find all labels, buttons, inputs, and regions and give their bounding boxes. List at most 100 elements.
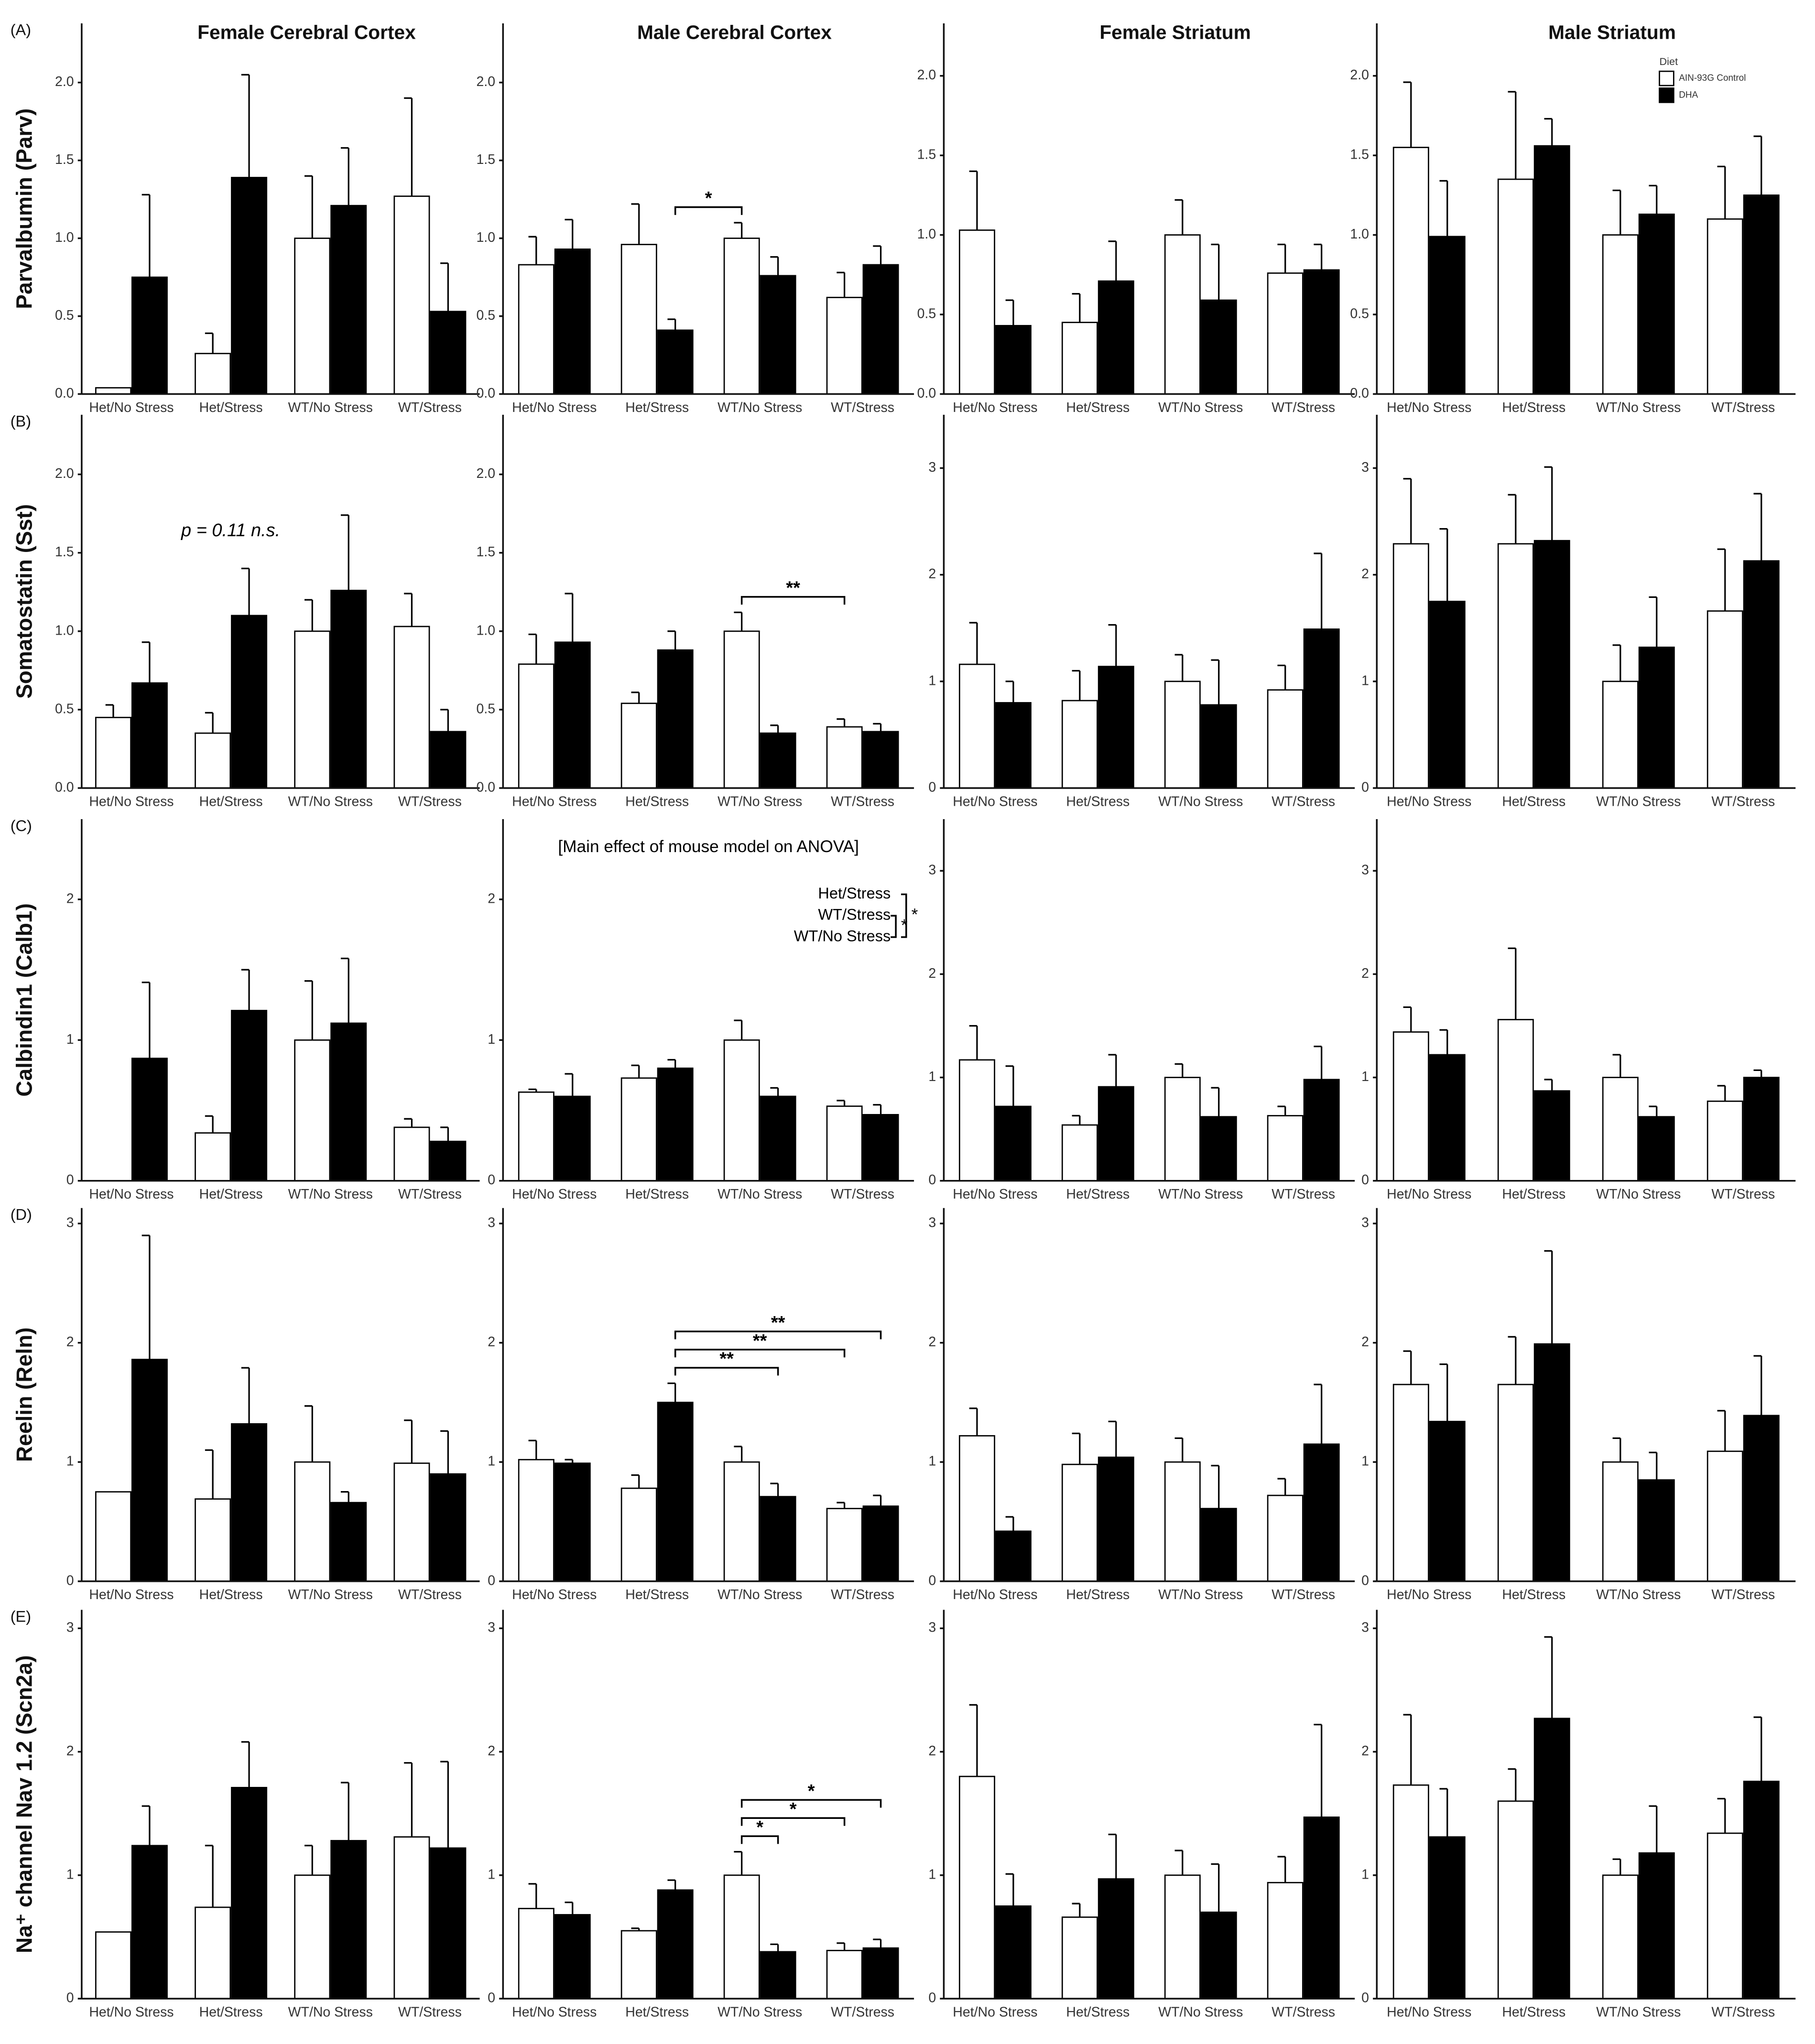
- x-tick-label: WT/No Stress: [717, 2004, 802, 2020]
- y-axis-title: Reelin (Reln): [11, 1327, 36, 1462]
- error-bar: [340, 1782, 349, 1841]
- bar: [393, 626, 430, 789]
- bar: [1602, 681, 1639, 789]
- y-tick-label: 3: [66, 1215, 74, 1231]
- x-tick-label: Het/No Stress: [953, 1187, 1037, 1202]
- x-tick-label: WT/No Stress: [1596, 794, 1681, 809]
- error-bar: [1108, 240, 1117, 281]
- y-tick-label: 2.0: [476, 466, 495, 481]
- bar: [958, 229, 995, 395]
- comparison-label: *: [912, 905, 918, 924]
- bar: [1267, 1115, 1304, 1182]
- significance-bracket: [674, 206, 743, 215]
- error-bar: [404, 1762, 413, 1837]
- bar: [393, 1836, 430, 2000]
- bar: [1164, 1077, 1201, 1182]
- significance-label: *: [705, 188, 712, 208]
- error-bar: [1717, 165, 1726, 219]
- y-tick-label: 2.0: [55, 466, 74, 481]
- error-bar: [1403, 81, 1412, 148]
- bar: [231, 177, 268, 395]
- y-tick-label: 2: [928, 966, 936, 981]
- error-bar: [734, 222, 743, 238]
- error-bar: [241, 969, 250, 1011]
- bar: [1497, 1800, 1534, 2000]
- error-bar: [404, 593, 413, 627]
- error-bar: [1717, 548, 1726, 611]
- bar: [518, 1091, 554, 1182]
- y-tick-label: 2: [66, 1743, 74, 1759]
- comparison-group: WT/No Stress: [794, 927, 891, 944]
- error-bar: [837, 718, 846, 727]
- error-bar: [873, 1104, 882, 1115]
- x-tick-label: Het/No Stress: [89, 400, 174, 415]
- bar: [1061, 1463, 1098, 1582]
- error-bar: [734, 1446, 743, 1462]
- error-bar: [141, 641, 151, 683]
- bar: [95, 1491, 131, 1582]
- error-bar: [528, 1088, 537, 1092]
- x-tick-label: WT/Stress: [1711, 400, 1775, 415]
- y-tick-label: 2.0: [917, 67, 936, 83]
- error-bar: [304, 1405, 313, 1462]
- x-tick-label: WT/No Stress: [717, 1587, 802, 1602]
- y-tick-label: 2: [1361, 566, 1369, 582]
- bar: [1602, 1461, 1639, 1582]
- error-bar: [1403, 1350, 1412, 1385]
- error-bar: [528, 236, 537, 265]
- bar: [1303, 628, 1340, 789]
- error-bar: [1108, 624, 1117, 667]
- y-tick-label: 2.0: [1350, 67, 1369, 83]
- error-bar: [1174, 1849, 1184, 1875]
- error-bar: [837, 1502, 846, 1509]
- bar: [294, 238, 331, 395]
- y-tick-label: 2: [928, 566, 936, 582]
- error-bar: [1544, 118, 1553, 146]
- comparison-bracket: [891, 915, 897, 938]
- x-tick-label: WT/Stress: [398, 2004, 462, 2020]
- bar: [294, 1874, 331, 2000]
- x-tick-label: WT/No Stress: [1158, 2004, 1243, 2020]
- bar: [1392, 1031, 1429, 1182]
- x-tick-label: Het/Stress: [625, 794, 689, 809]
- error-bar: [404, 1419, 413, 1463]
- error-bar: [667, 1382, 676, 1403]
- error-bar: [1005, 1873, 1014, 1906]
- error-bar: [565, 593, 574, 642]
- bar: [760, 732, 796, 789]
- bar: [1061, 322, 1098, 395]
- error-bar: [304, 1845, 313, 1875]
- legend-label: DHA: [1679, 90, 1698, 100]
- error-bar: [631, 203, 640, 245]
- y-tick-label: 0.0: [476, 386, 495, 401]
- bar: [554, 1914, 591, 2000]
- x-tick-label: WT/Stress: [398, 794, 462, 809]
- bar: [518, 1908, 554, 2000]
- error-bar: [1439, 180, 1448, 237]
- comparison-group: WT/Stress: [818, 906, 891, 923]
- bar: [393, 195, 430, 395]
- bar: [1743, 560, 1780, 789]
- bar: [1429, 236, 1466, 395]
- x-tick-label: Het/No Stress: [512, 400, 597, 415]
- y-tick-label: 2: [1361, 966, 1369, 981]
- significance-bracket: [674, 1349, 846, 1358]
- panel-letter: (D): [11, 1206, 32, 1223]
- y-tick-label: 0.5: [55, 701, 74, 716]
- bar: [294, 630, 331, 789]
- y-tick-label: 0: [928, 1990, 936, 2006]
- error-bar: [1508, 1768, 1517, 1801]
- x-tick-label: WT/No Stress: [717, 794, 802, 809]
- x-tick-label: Het/Stress: [1502, 1187, 1565, 1202]
- error-bar: [1174, 1063, 1184, 1078]
- error-bar: [565, 218, 574, 249]
- y-tick-label: 3: [66, 1620, 74, 1635]
- bar: [760, 275, 796, 395]
- significance-label: *: [790, 1799, 797, 1819]
- bar: [995, 1105, 1032, 1182]
- error-bar: [1717, 1085, 1726, 1102]
- error-bar: [631, 692, 640, 703]
- error-bar: [1403, 1714, 1412, 1785]
- y-tick-label: 1: [928, 1069, 936, 1084]
- y-tick-label: 3: [488, 1620, 495, 1635]
